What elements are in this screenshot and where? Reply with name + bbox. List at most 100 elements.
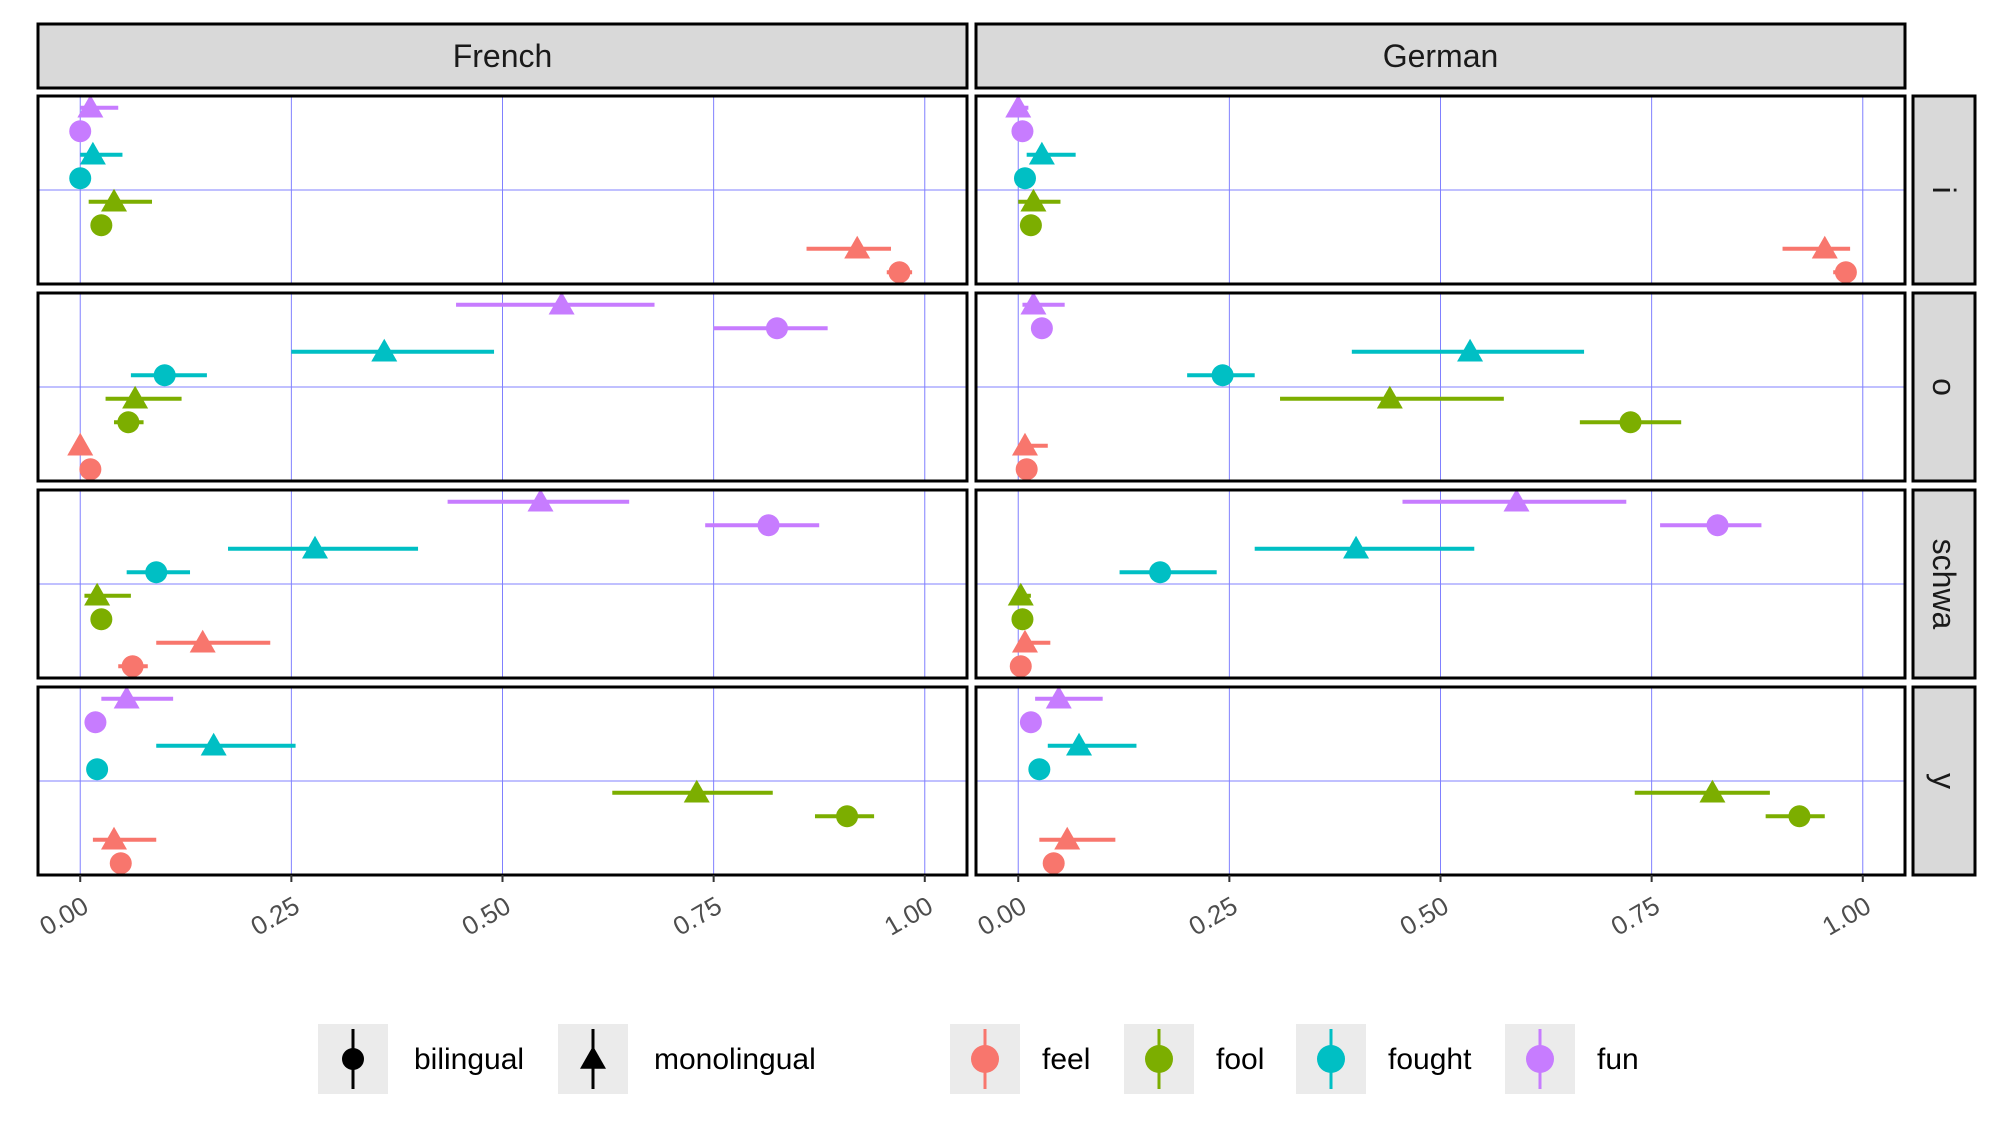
point-fun-bilingual (84, 711, 107, 734)
x-tick-label: 0.25 (246, 890, 305, 941)
point-feel-monolingual (1054, 826, 1081, 850)
point-fun-bilingual (1706, 514, 1729, 537)
x-tick-label: 0.25 (1184, 890, 1243, 941)
point-fool-monolingual (1699, 779, 1726, 803)
panel-german-i (974, 94, 1907, 286)
point-feel-bilingual (109, 852, 132, 875)
point-feel-bilingual (888, 261, 911, 284)
panel-border (36, 94, 969, 286)
point-fun-bilingual (765, 317, 788, 340)
column-strip-label: French (453, 38, 553, 74)
row-strip (1911, 291, 1977, 483)
point-fool-bilingual (1011, 608, 1034, 631)
legend-label-fun: fun (1597, 1043, 1639, 1076)
point-fun-bilingual (1011, 120, 1034, 143)
point-fool-bilingual (836, 805, 859, 828)
panel-french-y (36, 685, 969, 877)
point-fun-bilingual (1030, 317, 1053, 340)
point-fun-bilingual (1019, 711, 1042, 734)
panel-german-schwa (974, 488, 1907, 680)
point-fool-monolingual (1007, 582, 1034, 606)
point-feel-monolingual (1011, 432, 1038, 456)
point-fun-bilingual (757, 514, 780, 537)
point-fought-bilingual (1211, 364, 1234, 387)
point-feel-bilingual (1042, 852, 1065, 875)
point-feel-bilingual (1015, 458, 1038, 481)
legend-label-fought: fought (1388, 1043, 1472, 1076)
point-fun-monolingual (1503, 488, 1530, 512)
x-tick-label: 0.75 (1606, 890, 1665, 941)
point-fool-monolingual (1020, 188, 1047, 212)
legend-symbol-fought (1317, 1045, 1345, 1073)
point-feel-bilingual (121, 655, 144, 678)
point-fought-monolingual (1028, 141, 1055, 165)
point-fun-monolingual (548, 291, 575, 315)
point-fought-bilingual (1028, 758, 1051, 781)
point-fool-bilingual (90, 608, 113, 631)
x-tick-label: 0.00 (34, 890, 93, 941)
legend-label-fool: fool (1216, 1043, 1264, 1076)
point-fool-monolingual (1376, 385, 1403, 409)
panel-french-schwa (36, 488, 969, 680)
point-fun-monolingual (527, 488, 554, 512)
point-fought-bilingual (69, 167, 92, 190)
point-fought-monolingual (302, 535, 329, 559)
point-feel-monolingual (101, 826, 128, 850)
panel-border (974, 488, 1907, 680)
panel-french-o (36, 291, 969, 483)
point-fun-monolingual (77, 94, 104, 118)
legend-symbol-fun (1526, 1045, 1554, 1073)
panel-border (974, 94, 1907, 286)
x-tick-label: 0.75 (668, 890, 727, 941)
point-feel-bilingual (1834, 261, 1857, 284)
point-fool-bilingual (1019, 214, 1042, 237)
row-strip-label: i (1926, 186, 1962, 193)
column-strip (36, 22, 969, 90)
point-fought-monolingual (1066, 732, 1093, 756)
point-feel-monolingual (1011, 629, 1038, 653)
point-feel-monolingual (844, 235, 871, 259)
legend: bilingual monolingual feel fool fought fun (318, 1024, 1639, 1094)
panel-french-i (36, 94, 969, 286)
point-fool-bilingual (1788, 805, 1811, 828)
legend-symbol-feel (971, 1045, 999, 1073)
legend-symbol-monolingual (580, 1046, 606, 1069)
panel-border (36, 488, 969, 680)
point-fool-bilingual (117, 411, 140, 434)
point-fought-bilingual (1013, 167, 1036, 190)
point-fool-bilingual (1619, 411, 1642, 434)
legend-label-monolingual: monolingual (654, 1043, 816, 1076)
panel-border (974, 291, 1907, 483)
column-strip (974, 22, 1907, 90)
row-strip-label: y (1926, 773, 1962, 789)
panel-german-o (974, 291, 1907, 483)
point-fun-monolingual (113, 685, 140, 709)
point-fought-bilingual (86, 758, 109, 781)
point-fought-monolingual (1457, 338, 1484, 362)
point-fought-monolingual (200, 732, 227, 756)
point-fool-monolingual (122, 385, 149, 409)
point-fool-bilingual (90, 214, 113, 237)
point-fought-bilingual (153, 364, 176, 387)
point-fun-monolingual (1045, 685, 1072, 709)
point-fun-monolingual (1020, 291, 1047, 315)
row-strip (1911, 488, 1977, 680)
point-feel-bilingual (1009, 655, 1032, 678)
x-tick-label: 0.00 (972, 890, 1031, 941)
legend-label-feel: feel (1042, 1043, 1090, 1076)
row-strip (1911, 685, 1977, 877)
point-fought-bilingual (145, 561, 168, 584)
x-tick-label: 0.50 (457, 890, 516, 941)
legend-label-bilingual: bilingual (414, 1043, 524, 1076)
x-tick-label: 1.00 (1817, 890, 1876, 941)
point-fool-monolingual (84, 582, 111, 606)
x-tick-label: 1.00 (879, 890, 938, 941)
point-fought-monolingual (79, 141, 106, 165)
point-feel-monolingual (67, 432, 94, 456)
panel-german-y (974, 685, 1907, 877)
row-strip-label: o (1926, 378, 1962, 396)
point-fool-monolingual (683, 779, 710, 803)
row-strip-label: schwa (1926, 539, 1962, 630)
point-fun-monolingual (1005, 94, 1032, 118)
